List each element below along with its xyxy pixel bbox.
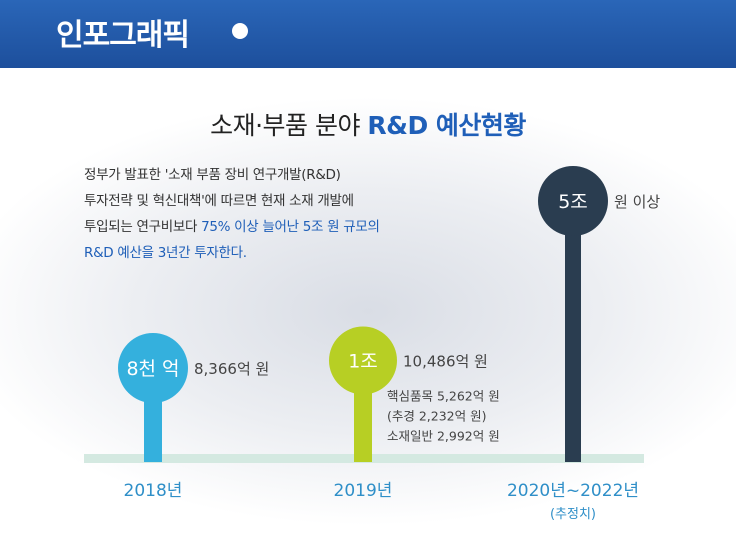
bar-circle-0	[118, 333, 188, 403]
value-label-2: 원 이상	[614, 193, 660, 211]
background	[0, 68, 736, 555]
x-tick-0: 2018년	[124, 481, 183, 501]
desc-line2: 투자전략 및 혁신대책'에 따르면 현재 소재 개발에	[84, 193, 354, 209]
value-label-1: 10,486억 원	[403, 352, 488, 370]
header-dot-icon	[232, 23, 248, 39]
value-label-0: 8,366억 원	[194, 360, 269, 378]
x-tick-1: 2019년	[334, 481, 393, 501]
circle-label-2: 5조	[558, 191, 588, 213]
x-tick-2: 2020년~2022년	[507, 481, 639, 501]
header-title: 인포그래픽	[56, 18, 190, 53]
circle-label-0: 8천 억	[126, 358, 179, 380]
desc-line3a: 투입되는 연구비보다	[84, 219, 202, 235]
description: 정부가 발표한 '소재 부품 장비 연구개발(R&D) 투자전략 및 혁신대책'…	[84, 162, 464, 266]
desc-line1: 정부가 발표한 '소재 부품 장비 연구개발(R&D)	[84, 167, 341, 183]
title-part1: 소재·부품 분야	[210, 111, 368, 140]
desc-line3: 투입되는 연구비보다 75% 이상 늘어난 5조 원 규모의	[84, 214, 464, 240]
bar-2	[565, 228, 581, 462]
page-title: 소재·부품 분야 R&D 예산현황	[0, 106, 736, 142]
note-1-0: 핵심품목 5,262억 원	[387, 388, 500, 403]
note-1-1: (추경 2,232억 원)	[387, 408, 487, 423]
note-1-2: 소재일반 2,992억 원	[387, 428, 500, 443]
desc-line3b: 75% 이상 늘어난 5조 원 규모의	[201, 219, 380, 235]
header-bar: 인포그래픽	[0, 0, 736, 68]
bar-0	[144, 395, 162, 462]
title-part2: R&D 예산현황	[367, 111, 526, 140]
bar-1	[354, 386, 372, 462]
bar-circle-1	[329, 326, 397, 395]
desc-line4: R&D 예산을 3년간 투자한다.	[84, 245, 247, 261]
circle-label-1: 1조	[348, 350, 378, 372]
bar-circle-2	[538, 166, 608, 236]
x-tick-sub-2: (추정치)	[550, 507, 596, 522]
